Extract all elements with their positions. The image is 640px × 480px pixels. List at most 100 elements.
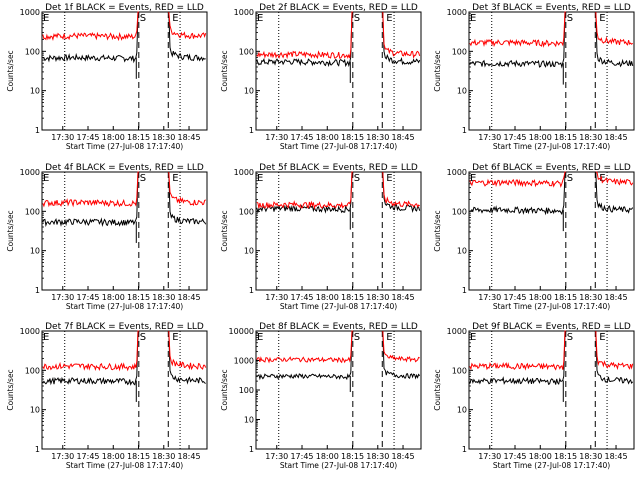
plot-frame [41, 171, 208, 291]
series-line-events [256, 330, 421, 381]
series-line-lld [469, 11, 634, 48]
marker-label-start: E [257, 13, 263, 24]
series-line-lld [42, 11, 207, 42]
marker-label-end: E [599, 13, 605, 24]
marker-label-end: E [599, 173, 605, 184]
x-tick-label: 18:45 [392, 133, 415, 142]
x-tick-label: 17:45 [290, 452, 313, 461]
x-tick-label: 18:45 [178, 452, 201, 461]
y-axis-label: Counts/sec [6, 210, 15, 251]
series-line-events [469, 171, 634, 216]
marker-label-mid: S [354, 13, 360, 24]
y-tick-label: 1000 [447, 168, 467, 177]
x-tick-label: 18:15 [554, 452, 577, 461]
x-tick-label: 17:45 [503, 452, 526, 461]
marker-label-end: E [172, 332, 178, 343]
x-tick-label: 18:00 [529, 452, 552, 461]
x-tick-label: 18:00 [102, 293, 125, 302]
x-tick-label: 18:15 [341, 293, 364, 302]
marker-label-end: E [386, 173, 392, 184]
chart-title: Det 2f BLACK = Events, RED = LLD [259, 3, 418, 13]
x-axis-label: Start Time (27-Jul-08 17:17:40) [66, 302, 183, 311]
y-tick-label: 1 [249, 445, 254, 454]
series-line-events [42, 171, 207, 228]
marker-label-start: E [257, 332, 263, 343]
marker-label-end: E [172, 173, 178, 184]
chart-title: Det 9f BLACK = Events, RED = LLD [472, 322, 631, 332]
x-tick-label: 17:45 [503, 133, 526, 142]
x-tick-label: 18:45 [605, 133, 628, 142]
chart-title: Det 1f BLACK = Events, RED = LLD [45, 3, 204, 13]
marker-label-mid: S [567, 13, 573, 24]
y-tick-label: 100 [452, 47, 467, 56]
x-tick-label: 18:00 [102, 452, 125, 461]
x-tick-label: 18:15 [341, 133, 364, 142]
y-tick-label: 10 [30, 406, 40, 415]
y-axis-label: Counts/sec [220, 210, 229, 251]
x-tick-label: 18:15 [554, 293, 577, 302]
panels-group: Det 1f BLACK = Events, RED = LLD 1 10 100 10… [6, 3, 635, 470]
y-tick-label: 1 [462, 126, 467, 135]
x-tick-label: 18:15 [127, 452, 150, 461]
y-tick-label: 100 [25, 207, 40, 216]
y-tick-label: 100 [239, 386, 254, 395]
series-line-lld [256, 11, 421, 60]
y-tick-label: 1 [249, 286, 254, 295]
chart-panel-7: Det 7f BLACK = Events, RED = LLD 1 10 100 10… [6, 322, 208, 470]
series-line-lld [256, 330, 420, 364]
x-axis-label: Start Time (27-Jul-08 17:17:40) [280, 302, 397, 311]
series-line-lld [469, 330, 634, 371]
marker-label-start: E [257, 173, 263, 184]
chart-panel-4: Det 4f BLACK = Events, RED = LLD 1 10 100 10… [6, 163, 208, 311]
plot-frame [468, 11, 635, 131]
y-tick-label: 10 [30, 87, 40, 96]
x-axis-label: Start Time (27-Jul-08 17:17:40) [493, 461, 610, 470]
chart-panel-8: Det 8f BLACK = Events, RED = LLD 1 10 100 10… [220, 322, 422, 470]
x-tick-label: 18:30 [366, 452, 389, 461]
x-tick-label: 18:00 [316, 133, 339, 142]
marker-label-start: E [470, 173, 476, 184]
series-line-events [256, 11, 421, 68]
y-tick-label: 100 [25, 366, 40, 375]
y-tick-label: 1 [35, 286, 40, 295]
y-tick-label: 10 [30, 247, 40, 256]
y-tick-label: 1000 [234, 8, 254, 17]
x-tick-label: 17:30 [478, 133, 501, 142]
series-line-events [469, 11, 634, 69]
x-tick-label: 17:30 [265, 133, 288, 142]
x-axis-label: Start Time (27-Jul-08 17:17:40) [280, 461, 397, 470]
plot-frame [41, 11, 208, 131]
series-line-events [42, 330, 206, 386]
x-tick-label: 17:45 [76, 133, 99, 142]
marker-label-mid: S [140, 13, 146, 24]
x-tick-label: 18:15 [341, 452, 364, 461]
chart-title: Det 8f BLACK = Events, RED = LLD [259, 322, 418, 332]
x-tick-label: 17:30 [265, 452, 288, 461]
chart-panel-1: Det 1f BLACK = Events, RED = LLD 1 10 100 10… [6, 3, 208, 151]
x-tick-label: 18:00 [529, 293, 552, 302]
x-tick-label: 18:00 [529, 133, 552, 142]
marker-label-end: E [386, 13, 392, 24]
y-tick-label: 100 [239, 207, 254, 216]
chart-panel-6: Det 6f BLACK = Events, RED = LLD 1 10 100 10… [433, 163, 635, 311]
y-tick-label: 100 [452, 207, 467, 216]
x-tick-label: 18:30 [579, 133, 602, 142]
marker-label-mid: S [567, 173, 573, 184]
y-tick-label: 1000 [447, 327, 467, 336]
plot-frame [41, 330, 208, 450]
series-line-events [469, 330, 634, 386]
x-axis-label: Start Time (27-Jul-08 17:17:40) [66, 461, 183, 470]
x-tick-label: 18:15 [127, 133, 150, 142]
x-tick-label: 18:30 [579, 293, 602, 302]
x-tick-label: 18:30 [152, 293, 175, 302]
y-tick-label: 1000 [20, 168, 40, 177]
x-tick-label: 18:45 [392, 452, 415, 461]
plot-frame [468, 330, 635, 450]
chart-panel-5: Det 5f BLACK = Events, RED = LLD 1 10 100 10… [220, 163, 422, 311]
x-axis-label: Start Time (27-Jul-08 17:17:40) [66, 142, 183, 151]
x-tick-label: 18:45 [178, 293, 201, 302]
series-line-events [42, 11, 206, 64]
y-tick-label: 1000 [20, 8, 40, 17]
